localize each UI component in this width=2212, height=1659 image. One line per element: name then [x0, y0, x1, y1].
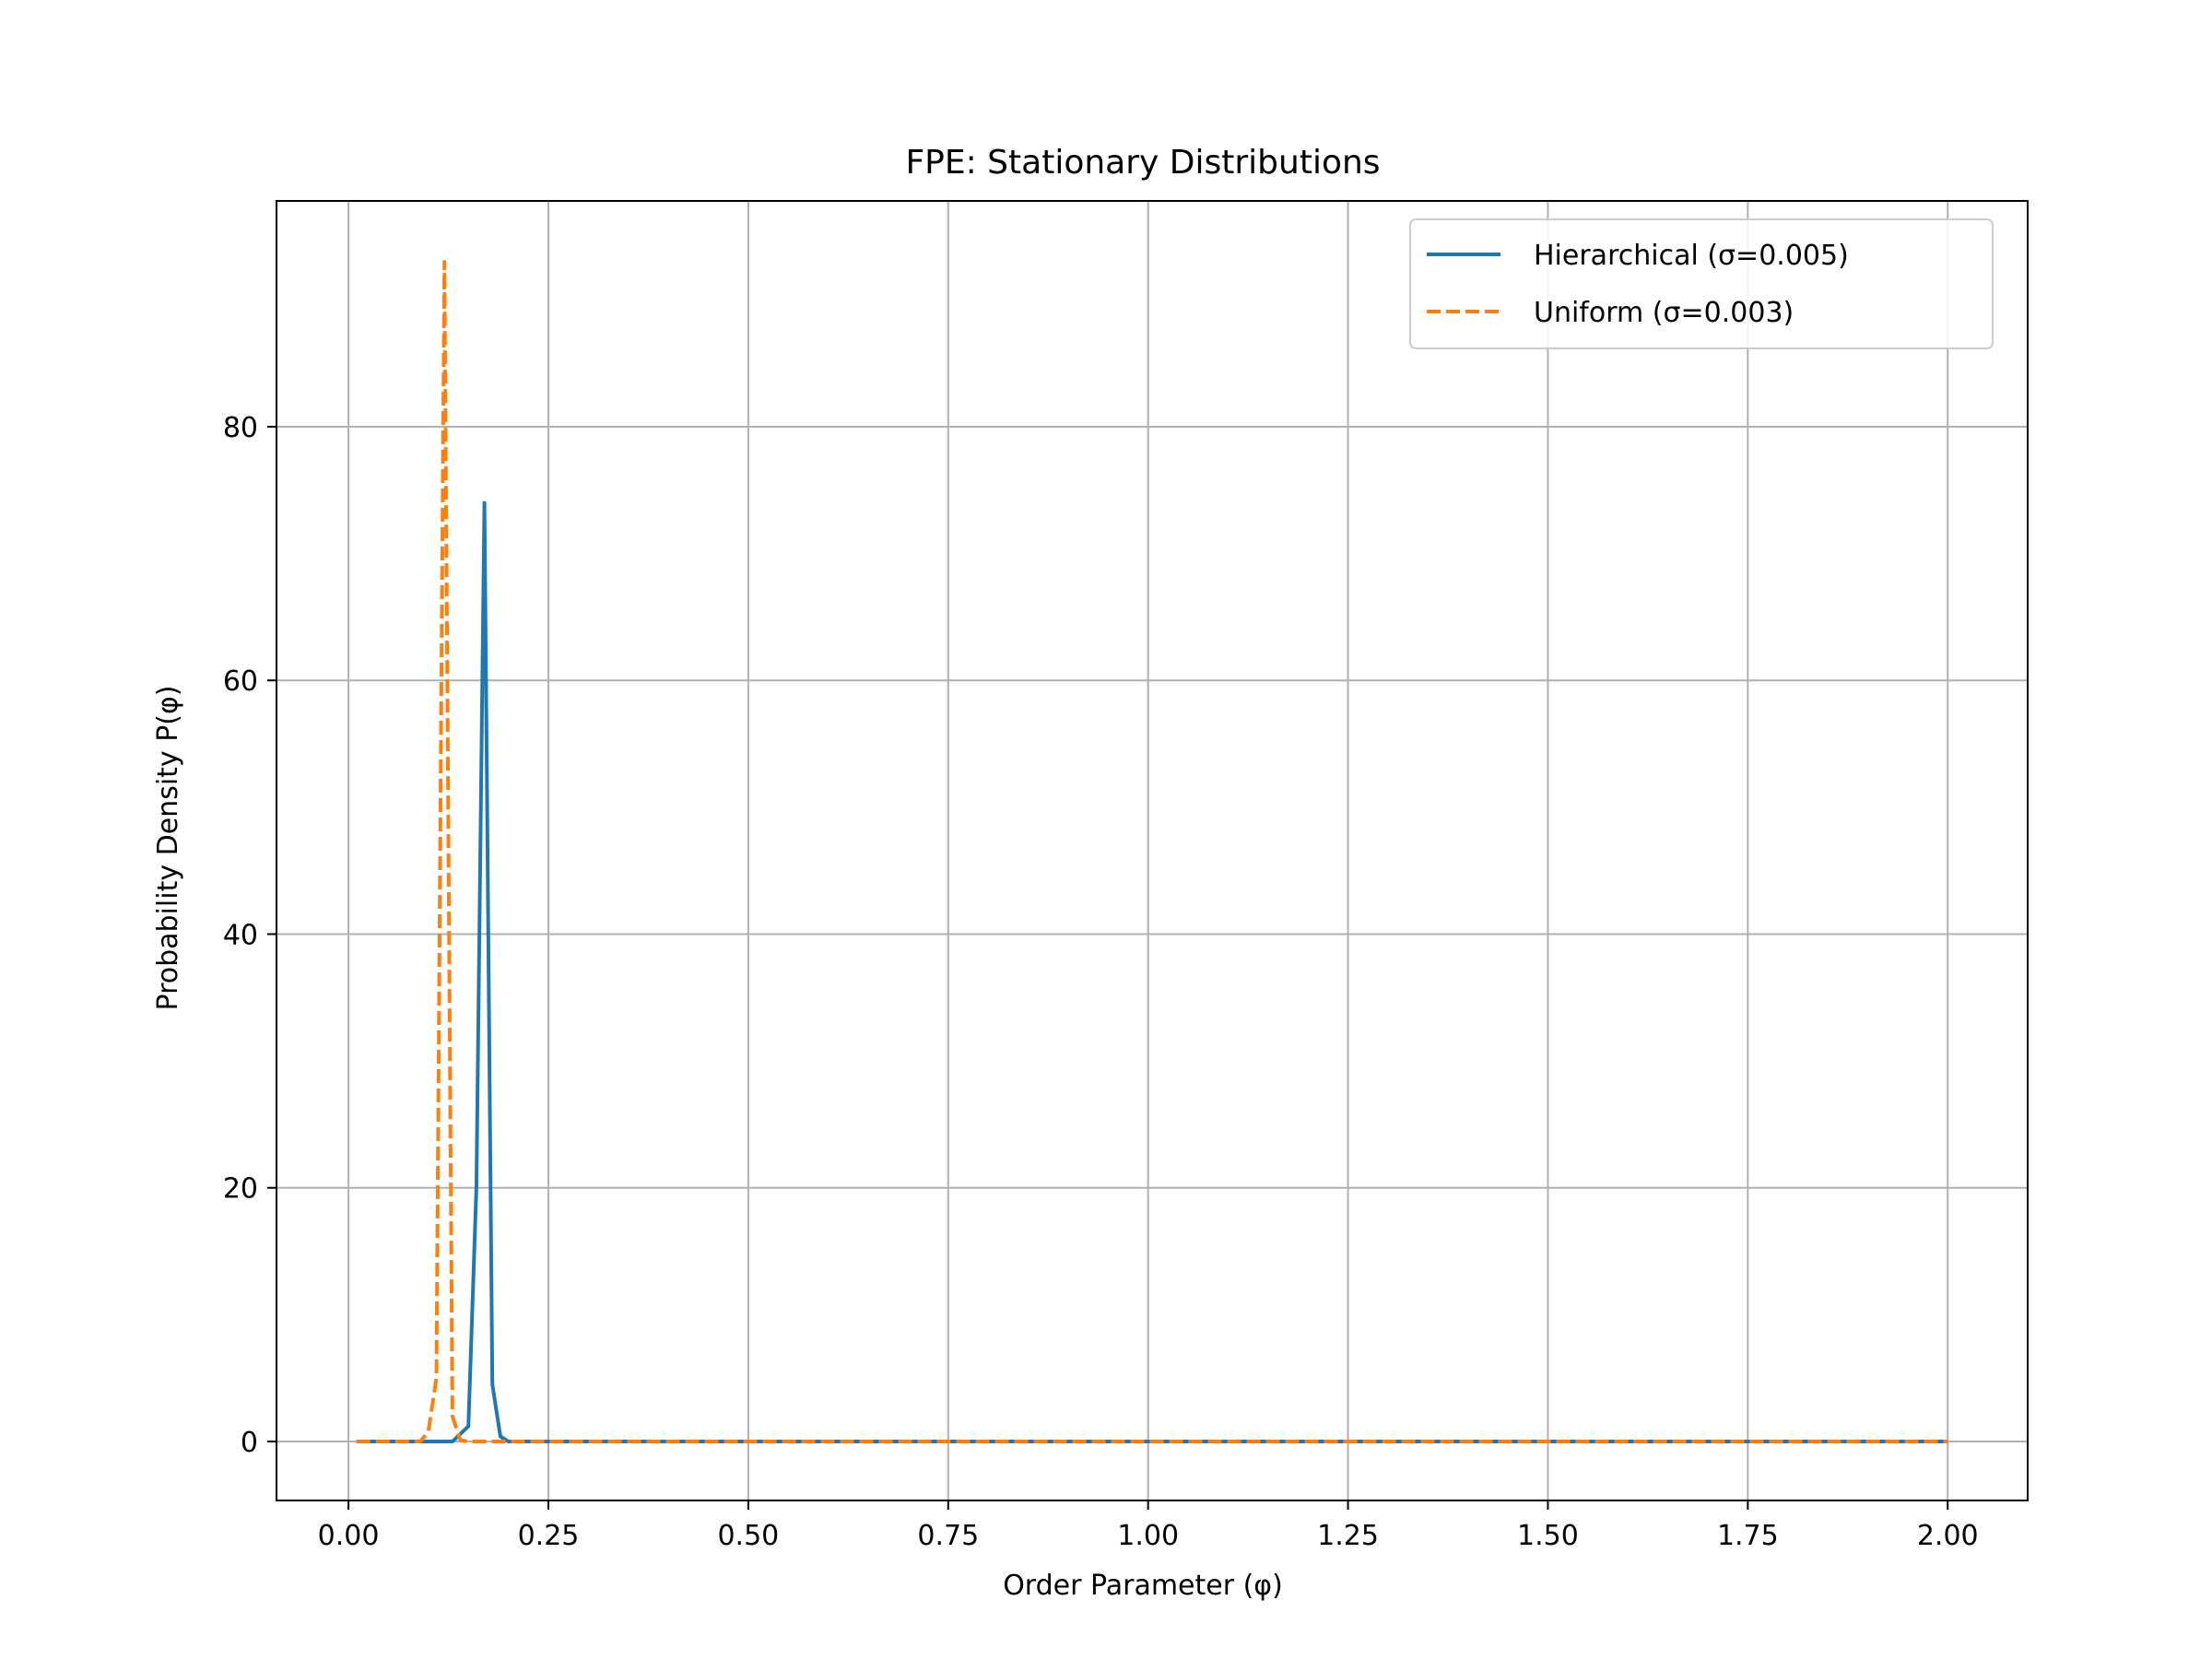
x-tick-label: 0.50	[717, 1520, 779, 1552]
y-axis-label: Probability Density P(φ)	[152, 686, 184, 1011]
x-tick-label: 1.50	[1517, 1520, 1579, 1552]
legend-box	[1409, 218, 1994, 349]
chart-title: FPE: Stationary Distributions	[905, 144, 1380, 182]
legend-label-2: Uniform (σ=0.003)	[1534, 297, 1794, 329]
x-tick-label: 0.00	[318, 1520, 380, 1552]
x-axis-label: Order Parameter (φ)	[1003, 1570, 1283, 1602]
x-tick-label: 0.25	[518, 1520, 580, 1552]
y-tick-label: 0	[241, 1427, 258, 1459]
x-tick-label: 2.00	[1917, 1520, 1979, 1552]
x-tick-label: 1.75	[1717, 1520, 1779, 1552]
axis-ticks: 0.00 0.25 0.50 0.75 1.00 1.25 1.50 1.75 2.00 0 20 4…	[223, 412, 1979, 1552]
x-tick-label: 1.00	[1117, 1520, 1179, 1552]
legend-label-1: Hierarchical (σ=0.005)	[1534, 240, 1849, 272]
plot-frame	[276, 200, 2029, 1501]
x-tick-label: 1.25	[1317, 1520, 1379, 1552]
series-line-2	[356, 260, 1948, 1443]
y-tick-label: 60	[223, 665, 258, 698]
y-tick-label: 40	[223, 919, 258, 951]
y-tick-label: 20	[223, 1173, 258, 1206]
y-tick-label: 80	[223, 412, 258, 444]
plot-series	[356, 260, 1948, 1443]
legend: Hierarchical (σ=0.005) Uniform (σ=0.003)	[1409, 218, 1994, 349]
x-tick-label: 0.75	[917, 1520, 979, 1552]
